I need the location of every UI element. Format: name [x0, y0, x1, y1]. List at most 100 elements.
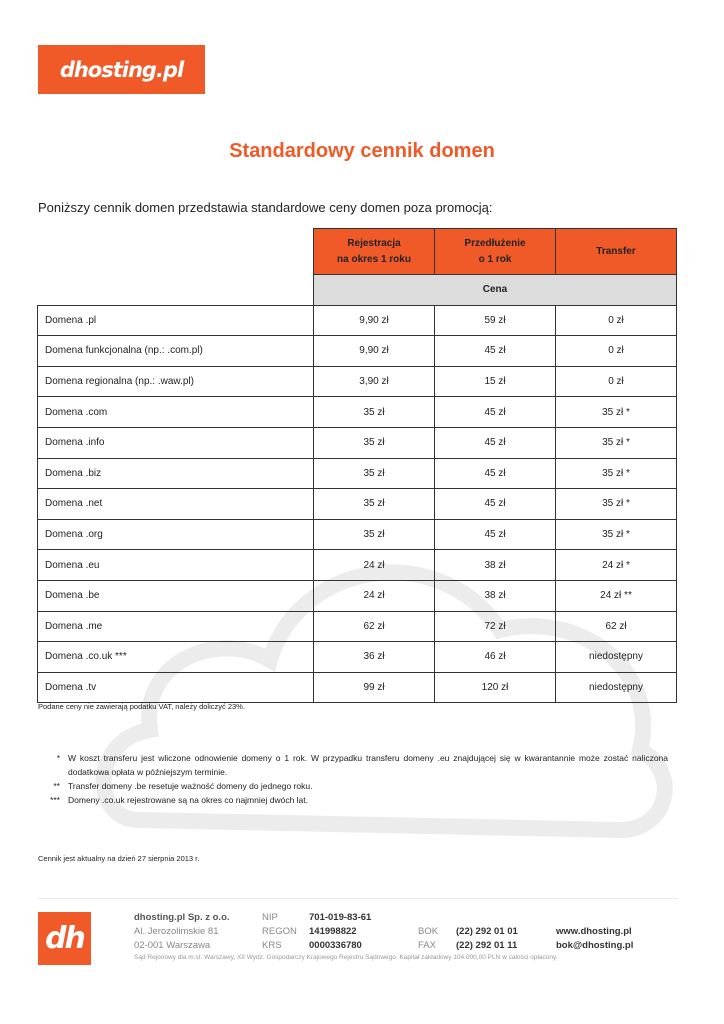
- footer-www-link[interactable]: www.dhosting.pl: [556, 926, 632, 937]
- footer-krs-label: KRS: [262, 940, 282, 951]
- footer-reg-values: 701-019-83-61 141998822 0000336780: [309, 911, 371, 953]
- renewal-price-cell: 45 zł: [434, 396, 556, 428]
- footnote-mark: *: [56, 753, 60, 763]
- transfer-price-cell: 35 zł *: [555, 396, 677, 428]
- registration-price-cell: 3,90 zł: [313, 365, 435, 398]
- footer-divider: [38, 898, 678, 899]
- transfer-price-cell: 35 zł *: [555, 518, 677, 551]
- subheader-blank-cell: [38, 275, 314, 306]
- domain-name-cell: Domena .net: [37, 488, 314, 520]
- renewal-price-cell: 45 zł: [434, 335, 556, 367]
- table-row: Domena .org 35 zł 45 zł 35 zł *: [37, 518, 677, 551]
- footnote-mark: ***: [50, 795, 60, 805]
- footnotes: * W koszt transferu jest wliczone odnowi…: [38, 751, 668, 807]
- renewal-price-cell: 120 zł: [434, 671, 556, 704]
- footnote-text: Domeny .co.uk rejestrowane są na okres c…: [68, 795, 309, 805]
- renewal-price-cell: 46 zł: [434, 641, 556, 673]
- registration-price-cell: 24 zł: [313, 579, 435, 612]
- transfer-price-cell: 0 zł: [555, 365, 677, 398]
- registration-price-cell: 36 zł: [313, 641, 435, 673]
- table-subheader-row: Cena: [38, 274, 677, 306]
- header-registration: Rejestracja na okres 1 roku: [313, 228, 435, 275]
- logo-text: dhosting.pl: [59, 57, 184, 82]
- registration-price-cell: 9,90 zł: [313, 335, 435, 367]
- domain-name-cell: Domena .eu: [37, 549, 314, 581]
- renewal-price-cell: 38 zł: [434, 549, 556, 581]
- domain-name-cell: Domena .info: [37, 426, 314, 459]
- domain-name-cell: Domena .com: [37, 396, 314, 428]
- domain-name-cell: Domena .biz: [37, 457, 314, 490]
- table-row: Domena .biz 35 zł 45 zł 35 zł *: [37, 457, 677, 490]
- domain-name-cell: Domena .co.uk ***: [37, 641, 314, 673]
- header-renewal: Przedłużenie o 1 rok: [434, 228, 556, 275]
- renewal-price-cell: 45 zł: [434, 457, 556, 490]
- registration-price-cell: 35 zł: [313, 426, 435, 459]
- domain-name-cell: Domena .tv: [37, 671, 314, 704]
- footnote-item: ** Transfer domeny .be resetuje ważność …: [38, 779, 668, 793]
- footer-regon: 141998822: [309, 926, 357, 937]
- transfer-price-cell: 35 zł *: [555, 457, 677, 490]
- table-row: Domena funkcjonalna (np.: .com.pl) 9,90 z…: [37, 335, 677, 367]
- renewal-price-cell: 45 zł: [434, 518, 556, 551]
- subheader-price: Cena: [313, 274, 677, 306]
- transfer-price-cell: niedostępny: [555, 641, 677, 673]
- validity-note: Cennik jest aktualny na dzień 27 sierpni…: [38, 854, 200, 863]
- footnote-mark: **: [53, 781, 60, 791]
- registration-price-cell: 9,90 zł: [313, 304, 435, 337]
- footer-fax-label: FAX: [418, 940, 436, 951]
- header-registration-line1: Rejestracja: [347, 237, 401, 249]
- transfer-price-cell: 35 zł *: [555, 426, 677, 459]
- footer-address: dhosting.pl Sp. z o.o. Al. Jerozolimskie…: [134, 911, 230, 953]
- price-table: Rejestracja na okres 1 roku Przedłużenie…: [37, 228, 677, 704]
- transfer-price-cell: 62 zł: [555, 610, 677, 643]
- footer-logo-text: dh: [45, 921, 86, 956]
- registration-price-cell: 35 zł: [313, 488, 435, 520]
- footer-phone-labels: BOK FAX: [418, 925, 438, 953]
- table-row: Domena .net 35 zł 45 zł 35 zł *: [37, 488, 677, 520]
- registration-price-cell: 62 zł: [313, 610, 435, 643]
- renewal-price-cell: 45 zł: [434, 488, 556, 520]
- table-row: Domena .co.uk *** 36 zł 46 zł niedostępny: [37, 641, 677, 673]
- footer-web: www.dhosting.pl bok@dhosting.pl: [556, 925, 633, 953]
- header-transfer: Transfer: [555, 228, 677, 275]
- table-row: Domena regionalna (np.: .waw.pl) 3,90 zł 1…: [37, 365, 677, 398]
- footer-phones: (22) 292 01 01 (22) 292 01 11: [456, 925, 518, 953]
- renewal-price-cell: 72 zł: [434, 610, 556, 643]
- footnote-text: W koszt transferu jest wliczone odnowien…: [68, 753, 668, 777]
- table-row: Domena .me 62 zł 72 zł 62 zł: [37, 610, 677, 643]
- footer-street: Al. Jerozolimskie 81: [134, 926, 219, 937]
- footer-fax: (22) 292 01 11: [456, 940, 518, 951]
- domain-name-cell: Domena .pl: [37, 304, 314, 337]
- footer-bok: (22) 292 01 01: [456, 926, 518, 937]
- company-logo: dhosting.pl: [38, 45, 205, 94]
- domain-name-cell: Domena regionalna (np.: .waw.pl): [37, 365, 314, 398]
- vat-note: Podane ceny nie zawierają podatku VAT, n…: [38, 702, 245, 711]
- footnote-item: *** Domeny .co.uk rejestrowane są na okr…: [38, 793, 668, 807]
- registration-price-cell: 99 zł: [313, 671, 435, 704]
- transfer-price-cell: 24 zł **: [555, 579, 677, 612]
- renewal-price-cell: 45 zł: [434, 426, 556, 459]
- domain-name-cell: Domena .be: [37, 579, 314, 612]
- footer-email-link[interactable]: bok@dhosting.pl: [556, 940, 634, 951]
- footer-logo: dh: [38, 912, 91, 965]
- table-header-row: Rejestracja na okres 1 roku Przedłużenie…: [38, 228, 677, 275]
- page-title: Standardowy cennik domen: [229, 140, 495, 162]
- registration-price-cell: 35 zł: [313, 396, 435, 428]
- transfer-price-cell: 35 zł *: [555, 488, 677, 520]
- renewal-price-cell: 15 zł: [434, 365, 556, 398]
- footer-city: 02-001 Warszawa: [134, 940, 211, 951]
- transfer-price-cell: niedostępny: [555, 671, 677, 704]
- transfer-price-cell: 0 zł: [555, 304, 677, 337]
- footer-regon-label: REGON: [262, 926, 297, 937]
- footnote-text: Transfer domeny .be resetuje ważność dom…: [68, 781, 313, 791]
- table-row: Domena .com 35 zł 45 zł 35 zł *: [37, 396, 677, 428]
- footer-reg-labels: NIP REGON KRS: [262, 911, 297, 953]
- table-row: Domena .tv 99 zł 120 zł niedostępny: [37, 671, 677, 704]
- header-registration-line2: na okres 1 roku: [337, 253, 411, 265]
- footer-nip: 701-019-83-61: [309, 912, 372, 923]
- header-renewal-line1: Przedłużenie: [464, 237, 526, 249]
- header-renewal-line2: o 1 rok: [478, 253, 512, 265]
- table-row: Domena .info 35 zł 45 zł 35 zł *: [37, 426, 677, 459]
- renewal-price-cell: 59 zł: [434, 304, 556, 337]
- footer-krs: 0000336780: [309, 940, 362, 951]
